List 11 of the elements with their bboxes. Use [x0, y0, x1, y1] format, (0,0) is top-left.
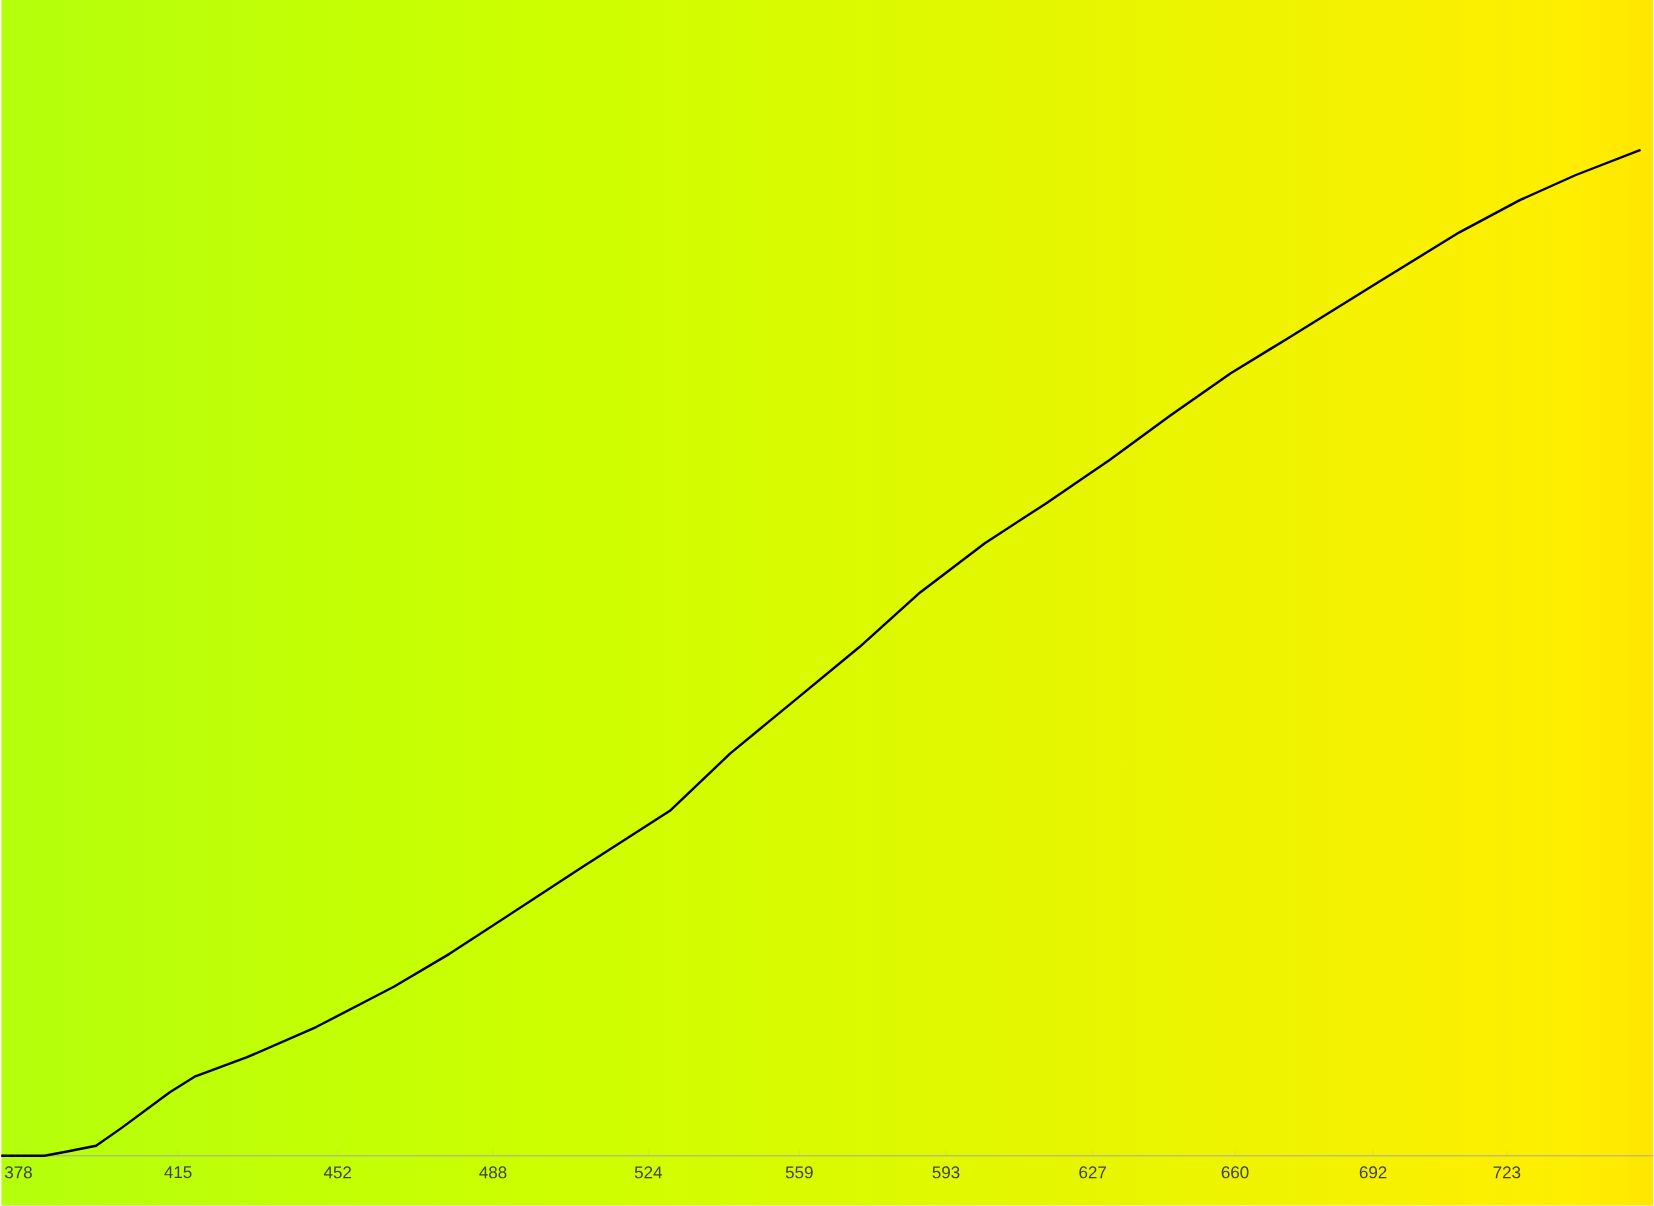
x-tick-label: 452	[323, 1166, 352, 1179]
x-tick-label: 723	[1493, 1166, 1521, 1179]
x-tick-label: 524	[634, 1166, 662, 1179]
x-tick-label: 378	[4, 1166, 32, 1179]
x-tick-label: 415	[164, 1166, 192, 1179]
x-tick-label: 692	[1359, 1166, 1387, 1179]
x-tick-label: 488	[479, 1166, 507, 1179]
x-tick-label: 660	[1221, 1166, 1249, 1179]
x-tick-label: 627	[1079, 1166, 1106, 1179]
x-tick-label: 559	[785, 1166, 813, 1179]
x-tick-label: 593	[932, 1166, 960, 1179]
